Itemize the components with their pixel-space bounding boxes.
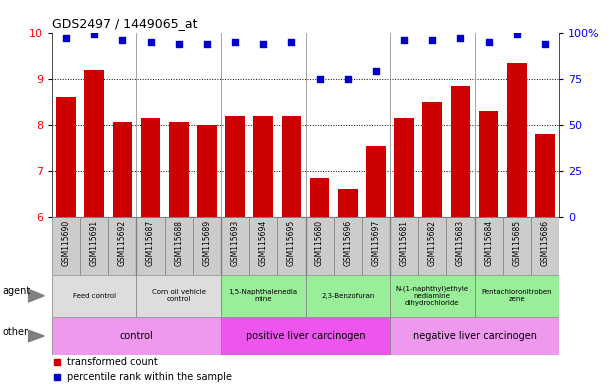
- Point: [512, 31, 522, 38]
- Point: [61, 35, 71, 41]
- Text: GSM115682: GSM115682: [428, 220, 437, 266]
- Point: [230, 39, 240, 45]
- Polygon shape: [29, 290, 44, 302]
- Point: [371, 68, 381, 74]
- Text: GSM115690: GSM115690: [62, 220, 70, 266]
- Text: GSM115684: GSM115684: [484, 220, 493, 266]
- Text: 1,5-Naphthalenedia
mine: 1,5-Naphthalenedia mine: [229, 289, 298, 302]
- Bar: [422, 102, 442, 217]
- Bar: [164, 217, 193, 275]
- Bar: [475, 275, 559, 317]
- Text: GSM115680: GSM115680: [315, 220, 324, 266]
- Text: Corn oil vehicle
control: Corn oil vehicle control: [152, 289, 206, 302]
- Bar: [310, 178, 329, 217]
- Text: GSM115683: GSM115683: [456, 220, 465, 266]
- Bar: [362, 217, 390, 275]
- Point: [287, 39, 296, 45]
- Text: agent: agent: [2, 286, 31, 296]
- Text: transformed count: transformed count: [67, 358, 158, 367]
- Bar: [394, 118, 414, 217]
- Bar: [535, 134, 555, 217]
- Text: GSM115695: GSM115695: [287, 220, 296, 266]
- Text: GSM115696: GSM115696: [343, 220, 353, 266]
- Bar: [390, 217, 418, 275]
- Bar: [475, 217, 503, 275]
- Bar: [450, 86, 470, 217]
- Bar: [136, 217, 164, 275]
- Bar: [390, 275, 475, 317]
- Text: GSM115693: GSM115693: [230, 220, 240, 266]
- Text: positive liver carcinogen: positive liver carcinogen: [246, 331, 365, 341]
- Point: [117, 37, 127, 43]
- Text: Pentachloronitroben
zene: Pentachloronitroben zene: [481, 289, 552, 302]
- Bar: [338, 189, 357, 217]
- Text: GSM115697: GSM115697: [371, 220, 381, 266]
- Bar: [225, 116, 245, 217]
- Text: GSM115686: GSM115686: [541, 220, 549, 266]
- Point: [202, 41, 212, 47]
- Bar: [193, 217, 221, 275]
- Text: N-(1-naphthyl)ethyle
nediamine
dihydrochloride: N-(1-naphthyl)ethyle nediamine dihydroch…: [396, 285, 469, 306]
- Point: [145, 39, 155, 45]
- Text: negative liver carcinogen: negative liver carcinogen: [412, 331, 536, 341]
- Bar: [80, 217, 108, 275]
- Bar: [503, 217, 531, 275]
- Text: GSM115692: GSM115692: [118, 220, 127, 266]
- Bar: [277, 217, 306, 275]
- Bar: [306, 217, 334, 275]
- Bar: [52, 317, 221, 355]
- Bar: [56, 97, 76, 217]
- Point: [456, 35, 466, 41]
- Bar: [52, 217, 80, 275]
- Bar: [507, 63, 527, 217]
- Point: [428, 37, 437, 43]
- Bar: [136, 275, 221, 317]
- Text: percentile rank within the sample: percentile rank within the sample: [67, 372, 232, 382]
- Point: [399, 37, 409, 43]
- Bar: [366, 146, 386, 217]
- Point: [89, 31, 99, 38]
- Text: GDS2497 / 1449065_at: GDS2497 / 1449065_at: [52, 17, 197, 30]
- Text: GSM115691: GSM115691: [90, 220, 99, 266]
- Bar: [254, 116, 273, 217]
- Point: [484, 39, 494, 45]
- Point: [540, 41, 550, 47]
- Bar: [84, 70, 104, 217]
- Text: control: control: [120, 331, 153, 341]
- Point: [174, 41, 184, 47]
- Bar: [52, 275, 136, 317]
- Text: GSM115688: GSM115688: [174, 220, 183, 266]
- Bar: [334, 217, 362, 275]
- Bar: [306, 275, 390, 317]
- Bar: [390, 317, 559, 355]
- Point: [343, 76, 353, 82]
- Bar: [447, 217, 475, 275]
- Bar: [108, 217, 136, 275]
- Bar: [249, 217, 277, 275]
- Polygon shape: [29, 330, 44, 342]
- Point: [258, 41, 268, 47]
- Bar: [531, 217, 559, 275]
- Text: GSM115687: GSM115687: [146, 220, 155, 266]
- Bar: [141, 118, 161, 217]
- Bar: [221, 217, 249, 275]
- Text: GSM115685: GSM115685: [512, 220, 521, 266]
- Bar: [282, 116, 301, 217]
- Bar: [169, 122, 189, 217]
- Text: GSM115689: GSM115689: [202, 220, 211, 266]
- Text: GSM115681: GSM115681: [400, 220, 409, 266]
- Text: other: other: [2, 327, 29, 337]
- Bar: [112, 122, 132, 217]
- Bar: [221, 275, 306, 317]
- Bar: [479, 111, 499, 217]
- Text: GSM115694: GSM115694: [258, 220, 268, 266]
- Bar: [197, 125, 217, 217]
- Text: 2,3-Benzofuran: 2,3-Benzofuran: [321, 293, 375, 299]
- Bar: [221, 317, 390, 355]
- Bar: [418, 217, 447, 275]
- Point: [315, 76, 324, 82]
- Text: Feed control: Feed control: [73, 293, 115, 299]
